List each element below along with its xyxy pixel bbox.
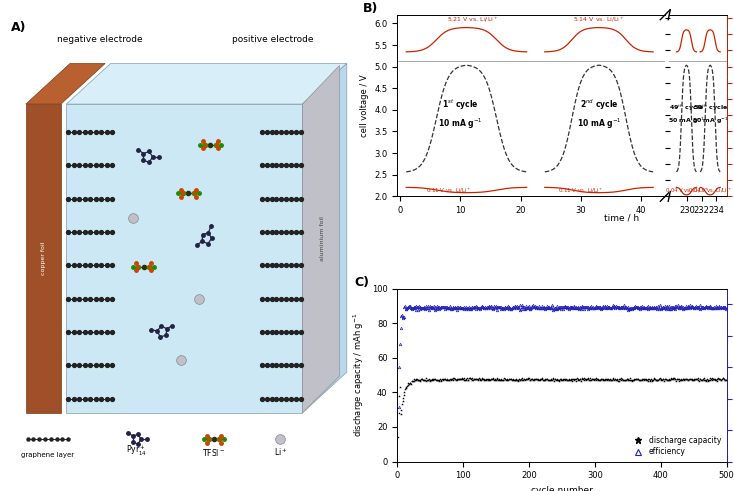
FancyBboxPatch shape <box>66 104 302 413</box>
Text: 0.11 V vs. Li/Li$^+$: 0.11 V vs. Li/Li$^+$ <box>426 186 471 195</box>
Polygon shape <box>26 63 105 104</box>
Polygon shape <box>66 63 346 104</box>
Y-axis label: cell voltage / V: cell voltage / V <box>360 74 368 137</box>
Text: Li$^+$: Li$^+$ <box>274 447 287 458</box>
Text: TFSI$^-$: TFSI$^-$ <box>203 447 225 458</box>
Text: 1$^{st}$ cycle
10 mA g$^{-1}$: 1$^{st}$ cycle 10 mA g$^{-1}$ <box>438 98 483 131</box>
FancyBboxPatch shape <box>26 104 61 413</box>
Text: 0.04 V vs. Li/Li$^+$: 0.04 V vs. Li/Li$^+$ <box>688 186 732 195</box>
Text: negative electrode: negative electrode <box>57 34 142 44</box>
Text: copper foil: copper foil <box>40 242 46 275</box>
Text: time / h: time / h <box>604 214 639 222</box>
Text: 50$^{th}$ cycle
50 mA g$^{-1}$: 50$^{th}$ cycle 50 mA g$^{-1}$ <box>691 103 729 126</box>
Text: 5.21 V vs. Li/Li$^+$: 5.21 V vs. Li/Li$^+$ <box>447 16 498 25</box>
Text: 5.14 V vs. Li/Li$^+$: 5.14 V vs. Li/Li$^+$ <box>573 16 625 25</box>
X-axis label: cycle number: cycle number <box>531 486 593 491</box>
Text: 49$^{th}$ cycle
50 mA g$^{-1}$: 49$^{th}$ cycle 50 mA g$^{-1}$ <box>668 103 705 126</box>
Legend: discharge capacity, efficiency: discharge capacity, efficiency <box>632 435 723 458</box>
Text: aluminium foil: aluminium foil <box>320 216 325 261</box>
Text: 2$^{nd}$ cycle
10 mA g$^{-1}$: 2$^{nd}$ cycle 10 mA g$^{-1}$ <box>577 98 621 131</box>
Text: 0.11 V vs. Li/Li$^+$: 0.11 V vs. Li/Li$^+$ <box>558 186 604 195</box>
Text: graphene layer: graphene layer <box>21 452 74 458</box>
Text: positive electrode: positive electrode <box>232 34 313 44</box>
Text: A): A) <box>11 22 26 34</box>
Text: 0.04 V vs. Li/Li$^+$: 0.04 V vs. Li/Li$^+$ <box>664 186 708 195</box>
Text: C): C) <box>355 276 369 290</box>
Text: Pyr$_{14}^+$: Pyr$_{14}^+$ <box>126 444 147 458</box>
Y-axis label: discharge capacity / mAh g$^{-1}$: discharge capacity / mAh g$^{-1}$ <box>352 313 366 437</box>
Text: B): B) <box>363 2 378 15</box>
Polygon shape <box>302 63 346 413</box>
Polygon shape <box>302 65 339 413</box>
